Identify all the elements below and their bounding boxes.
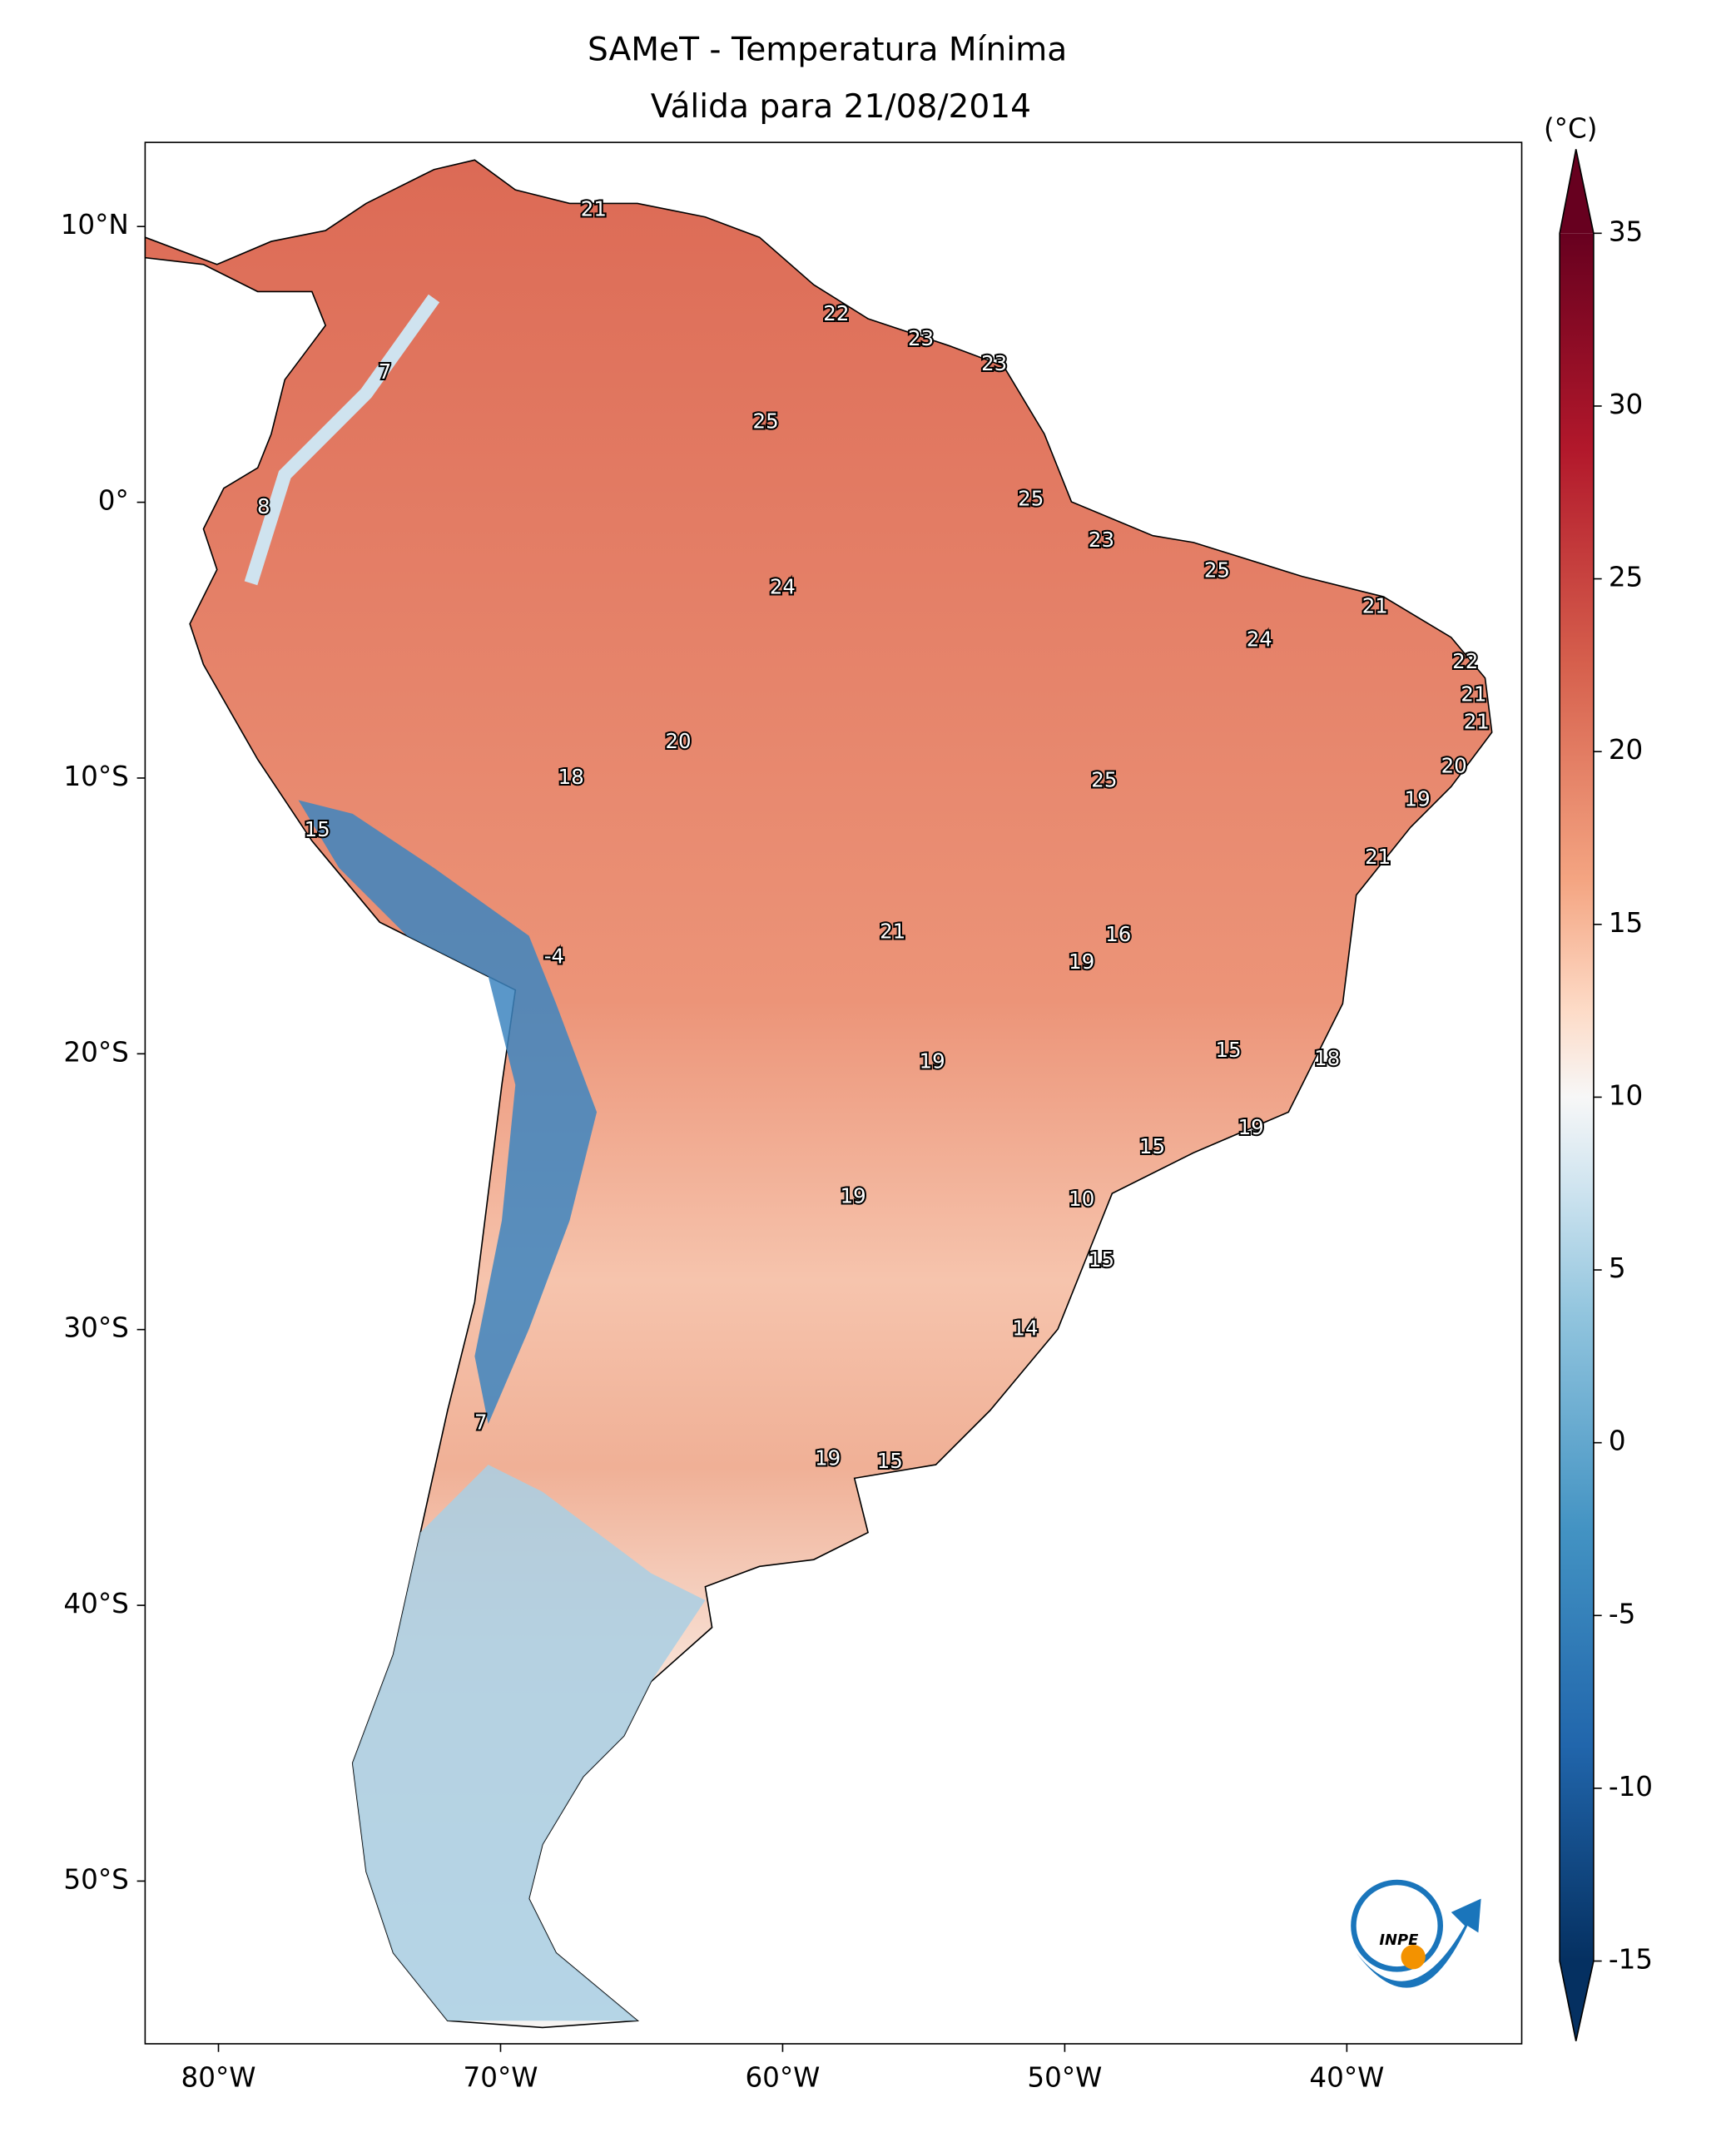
colorbar-extend-bottom [1560,1961,1594,2041]
station-label: 16 [1105,922,1131,946]
colorbar-tick-label: -5 [1609,1598,1635,1629]
station-label: 19 [841,1184,866,1208]
station-label: 14 [1012,1316,1038,1341]
colorbar [1560,233,1594,1961]
station-label: 22 [1452,649,1478,673]
colorbar-tick-label: 20 [1609,734,1643,766]
station-label: 23 [981,351,1007,375]
colorbar-tick-label: 5 [1609,1252,1626,1284]
colorbar-tick-label: 30 [1609,389,1643,420]
station-label: 19 [1405,786,1431,811]
station-label: 23 [908,326,934,350]
y-tick-label: 40°S [63,1588,128,1619]
colombian-andes [244,294,440,586]
y-tick-label: 20°S [63,1036,128,1068]
subtitle: Válida para 21/08/2014 [651,88,1031,126]
station-label: 22 [823,301,849,325]
station-label: 19 [1238,1115,1264,1139]
colorbar-tick-label: 10 [1609,1079,1643,1111]
station-label: 8 [257,494,270,518]
x-tick-label: 80°W [181,2061,256,2093]
colorbar-tick-label: -10 [1609,1771,1653,1802]
station-label: 21 [581,196,607,221]
station-label: 18 [558,765,584,789]
colorbar-tick-label: 35 [1609,216,1643,247]
station-label: 24 [770,574,796,598]
station-label: 25 [1091,767,1117,791]
station-label: 25 [1204,558,1230,582]
colorbar-tick-label: 15 [1609,907,1643,939]
station-label: 15 [877,1449,903,1473]
y-tick-label: 30°S [63,1312,128,1344]
colorbar-label: (°C) [1544,112,1597,144]
station-label: 15 [1089,1247,1114,1272]
x-tick-label: 70°W [463,2061,538,2093]
station-label: 15 [1139,1134,1165,1158]
x-tick-label: 60°W [745,2061,820,2093]
y-tick-label: 10°S [63,761,128,792]
station-label: 21 [1362,593,1388,617]
station-label: 19 [1069,950,1094,974]
y-tick-label: 50°S [63,1863,128,1895]
station-label: 7 [379,359,392,384]
station-label: 25 [753,409,779,433]
station-label: 7 [474,1410,488,1434]
station-label: -4 [544,944,564,968]
station-label: 20 [1441,754,1467,778]
station-label: 21 [1365,845,1391,869]
station-label: 19 [815,1445,841,1470]
y-tick-label: 0° [98,485,129,517]
station-label: 15 [1215,1038,1241,1062]
station-label: 23 [1089,528,1114,552]
y-tick-label: 10°N [61,209,129,240]
station-label: 10 [1069,1187,1094,1211]
station-label: 24 [1247,627,1272,651]
x-tick-label: 50°W [1027,2061,1102,2093]
station-label: 18 [1314,1046,1340,1070]
inpe-logo: INPE [1351,1879,1481,1988]
station-label: 20 [665,729,691,753]
colorbar-tick-label: 0 [1609,1426,1626,1457]
station-label: 25 [1018,486,1044,510]
colorbar-tick-label: -15 [1609,1944,1653,1976]
logo-text: INPE [1379,1931,1418,1949]
title: SAMeT - Temperatura Mínima [588,31,1067,68]
colorbar-extend-top [1560,149,1594,234]
plot-area: SAMeT - Temperatura Mínima Válida para 2… [61,31,1653,2093]
station-label: 15 [305,817,330,841]
station-label: 21 [1464,710,1490,734]
andes-cold [298,800,598,1425]
patagonia-cold [352,1465,706,2021]
colorbar-tick-label: 25 [1609,562,1643,593]
x-tick-label: 40°W [1309,2061,1384,2093]
station-label: 21 [880,920,905,944]
station-label: 19 [920,1049,945,1073]
station-label: 21 [1461,682,1486,707]
